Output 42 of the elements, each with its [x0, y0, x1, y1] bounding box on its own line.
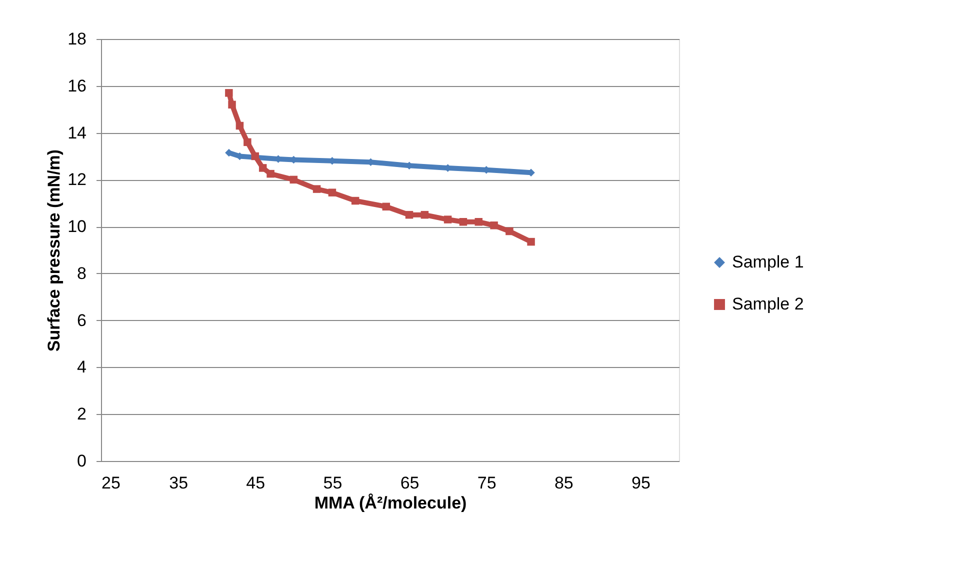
x-tick-label: 95 [632, 474, 650, 492]
point [266, 170, 274, 178]
y-tick-label: 12 [68, 170, 86, 190]
point [312, 185, 321, 193]
y-tick-label: 10 [68, 217, 86, 236]
point [244, 138, 252, 146]
point [225, 89, 233, 97]
point [258, 164, 267, 172]
y-tick-label: 8 [77, 264, 86, 283]
x-axis-title: MMA (Å²/molecule) [314, 494, 467, 512]
y-tick-label: 2 [77, 404, 86, 424]
y-tick-label: 0 [77, 452, 86, 470]
point [251, 152, 260, 160]
point [474, 218, 482, 226]
point [527, 238, 535, 246]
x-tick-label: 75 [477, 474, 496, 492]
point [459, 218, 468, 226]
x-tick-label: 25 [102, 474, 120, 492]
y-axis-title: Surface pressure (mN/m) [44, 149, 64, 352]
point [236, 122, 244, 130]
legend-label: Sample 1 [732, 252, 804, 272]
x-tick-label: 35 [169, 474, 188, 492]
x-tick-label: 55 [323, 474, 342, 492]
y-tick-label: 16 [68, 76, 86, 96]
x-tick-label: 85 [554, 474, 574, 492]
y-tick-label: 4 [77, 358, 86, 377]
point [328, 188, 336, 196]
legend-label: Sample 2 [732, 294, 804, 314]
point [444, 216, 452, 224]
point [351, 196, 360, 205]
y-tick-label: 18 [68, 30, 86, 48]
point [506, 227, 514, 236]
y-tick-label: 6 [77, 310, 86, 330]
point [228, 100, 236, 109]
y-tick-label: 14 [68, 123, 86, 142]
x-tick-label: 65 [400, 474, 420, 492]
point [420, 210, 429, 219]
point [290, 176, 298, 184]
point [490, 222, 498, 230]
point [382, 202, 390, 210]
point [405, 210, 414, 219]
x-tick-label: 45 [246, 474, 266, 492]
